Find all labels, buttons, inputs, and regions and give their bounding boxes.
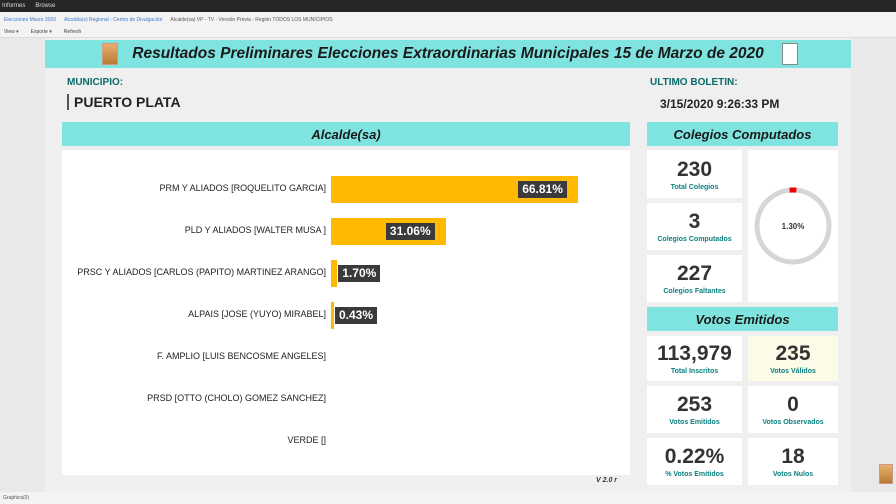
elections-2020-logo-icon [782, 43, 798, 65]
total-colegios-label: Total Colegios [670, 183, 719, 191]
candidate-label: PRSC Y ALIADOS [CARLOS (PAPITO) MARTINEZ… [77, 267, 326, 277]
pct-votos-emitidos-card: 0.22% % Votos Emitidos [647, 438, 742, 485]
total-colegios-card: 230 Total Colegios [647, 150, 742, 198]
total-inscritos-card: 113,979 Total Inscritos [647, 336, 742, 381]
boletin-value: 3/15/2020 9:26:33 PM [660, 97, 780, 111]
export-menu[interactable]: Exporte ▾ [30, 29, 52, 35]
votos-validos-card: 235 Votos Válidos [748, 336, 838, 381]
gauge-arc [754, 187, 832, 265]
total-colegios-value: 230 [676, 157, 713, 181]
colegios-computados-card: 3 Colegios Computados [647, 203, 742, 250]
status-bar: Graphics(0) [0, 492, 896, 504]
page-title: Resultados Preliminares Elecciones Extra… [132, 45, 764, 62]
gauge-label: 1.30% [782, 222, 805, 231]
votos-nulos-label: Votos Nulos [772, 471, 814, 478]
breadcrumb-item[interactable]: Alcaldía(s) Regional - Centro de Divulga… [63, 16, 163, 23]
breadcrumb-current: Alcalde(sa) VP - TV - Versión Previa - R… [170, 16, 333, 23]
browser-topbar: Informes Browse [0, 0, 896, 12]
votos-header: Votos Emitidos [647, 307, 838, 331]
breadcrumb-item[interactable]: Elecciones Marzo 2020 [4, 16, 56, 23]
candidate-label: F. AMPLIO [LUIS BENCOSME ANGELES] [156, 351, 326, 361]
votos-observados-value: 0 [787, 393, 799, 416]
votos-nulos-value: 18 [781, 445, 805, 468]
result-bar[interactable] [331, 302, 334, 329]
progress-gauge: 1.30% [754, 187, 832, 265]
footer-logo-icon [879, 464, 893, 484]
votos-observados-label: Votos Observados [762, 419, 824, 426]
colegios-header: Colegios Computados [647, 122, 838, 146]
result-bar[interactable] [331, 260, 338, 287]
boletin-label: ULTIMO BOLETIN: [650, 77, 738, 88]
refresh-button[interactable]: Refresh [63, 29, 82, 35]
votos-validos-label: Votos Válidos [770, 368, 816, 375]
municipio-value: PUERTO PLATA [67, 94, 181, 110]
votos-emitidos-label: Votos Emitidos [669, 419, 720, 426]
alcalde-header: Alcalde(sa) [62, 122, 630, 146]
colegios-faltantes-value: 227 [676, 262, 713, 285]
toolbar: View ▾ Exporte ▾ Refresh [0, 27, 896, 38]
votos-validos-value: 235 [775, 342, 811, 365]
candidate-label: PRSD [OTTO (CHOLO) GOMEZ SANCHEZ] [147, 393, 326, 403]
results-chart: PRM Y ALIADOS [ROQUELITO GARCIA] 66.81% PL… [62, 150, 630, 475]
colegios-computados-value: 3 [688, 210, 701, 233]
result-pct-label: 1.70% [338, 265, 381, 282]
result-pct-label: 0.43% [335, 307, 378, 324]
jce-logo-icon [102, 43, 118, 65]
tab-browse[interactable]: Browse [35, 3, 56, 9]
version-label: V 2.0 r [596, 477, 618, 484]
colegios-faltantes-label: Colegios Faltantes [663, 288, 726, 295]
votos-emitidos-card: 253 Votos Emitidos [647, 386, 742, 433]
pct-votos-emitidos-value: 0.22% [664, 445, 725, 468]
view-menu[interactable]: View ▾ [4, 29, 19, 35]
colegios-computados-label: Colegios Computados [657, 236, 732, 243]
breadcrumb: Elecciones Marzo 2020 Alcaldía(s) Region… [0, 12, 896, 27]
votos-nulos-card: 18 Votos Nulos [748, 438, 838, 485]
pct-votos-emitidos-label: % Votos Emitidos [665, 471, 724, 478]
candidate-label: VERDE [] [287, 435, 326, 445]
tab-informes[interactable]: Informes [2, 3, 26, 9]
result-pct-label: 31.06% [385, 223, 435, 240]
gauge-card: 1.30% [748, 150, 838, 302]
result-pct-label: 66.81% [518, 181, 567, 198]
candidate-label: PLD Y ALIADOS [WALTER MUSA ] [184, 225, 326, 235]
votos-observados-card: 0 Votos Observados [748, 386, 838, 433]
total-inscritos-value: 113,979 [657, 342, 732, 365]
municipio-label: MUNICIPIO: [67, 77, 124, 88]
title-bar: Resultados Preliminares Elecciones Extra… [45, 40, 851, 68]
colegios-faltantes-card: 227 Colegios Faltantes [647, 255, 742, 302]
total-inscritos-label: Total Inscritos [670, 368, 719, 375]
votos-emitidos-value: 253 [676, 393, 713, 416]
candidate-label: ALPAIS [JOSE (YUYO) MIRABEL] [188, 309, 326, 319]
candidate-label: PRM Y ALIADOS [ROQUELITO GARCIA] [159, 183, 326, 193]
